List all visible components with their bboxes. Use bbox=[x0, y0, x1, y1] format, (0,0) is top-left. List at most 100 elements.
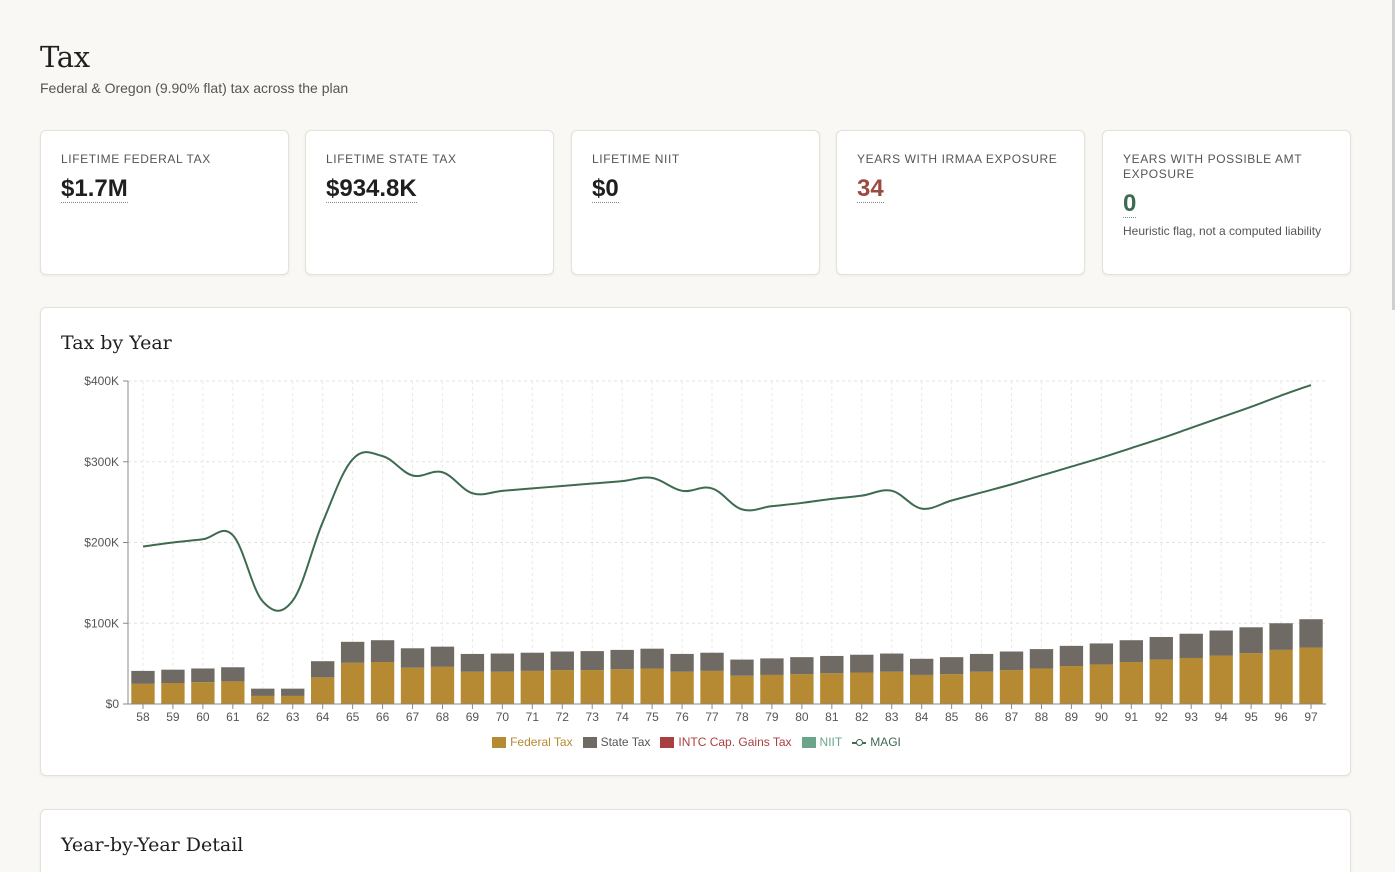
x-tick-label: 87 bbox=[1005, 710, 1019, 724]
x-tick-label: 66 bbox=[376, 710, 390, 724]
kpi-value[interactable]: $934.8K bbox=[326, 175, 417, 203]
bar-state-tax bbox=[550, 651, 574, 671]
bar-federal-tax bbox=[460, 671, 485, 704]
bar-federal-tax bbox=[790, 674, 814, 704]
kpi-value[interactable]: $1.7M bbox=[61, 175, 128, 203]
bar-state-tax bbox=[760, 658, 784, 675]
bar-federal-tax bbox=[580, 670, 604, 704]
x-tick-label: 85 bbox=[945, 710, 959, 724]
bar-state-tax bbox=[1149, 636, 1173, 660]
legend-label: State Tax bbox=[600, 735, 651, 749]
y-tick-label: $0 bbox=[106, 697, 120, 711]
bar-federal-tax bbox=[640, 668, 664, 704]
bar-federal-tax bbox=[1299, 647, 1323, 704]
bar-state-tax bbox=[400, 648, 425, 668]
bar-state-tax bbox=[281, 688, 305, 696]
bar-state-tax bbox=[730, 659, 754, 676]
x-tick-label: 88 bbox=[1035, 710, 1049, 724]
legend-item-state-tax[interactable]: State Tax bbox=[582, 735, 651, 749]
x-tick-label: 70 bbox=[496, 710, 510, 724]
x-tick-label: 83 bbox=[885, 710, 899, 724]
bar-state-tax bbox=[1239, 627, 1263, 654]
bar-federal-tax bbox=[251, 695, 275, 704]
bar-state-tax bbox=[490, 653, 515, 672]
bar-federal-tax bbox=[131, 683, 155, 704]
x-tick-label: 64 bbox=[316, 710, 330, 724]
x-tick-label: 82 bbox=[855, 710, 869, 724]
bar-state-tax bbox=[340, 641, 365, 663]
bar-state-tax bbox=[1029, 649, 1054, 669]
x-tick-label: 94 bbox=[1214, 710, 1228, 724]
bar-federal-tax bbox=[1089, 664, 1114, 704]
bar-federal-tax bbox=[1059, 666, 1084, 704]
kpi-label: YEARS WITH IRMAA EXPOSURE bbox=[857, 152, 1058, 166]
kpi-card-amt-exposure: YEARS WITH POSSIBLE AMT EXPOSURE 0 Heuri… bbox=[1102, 130, 1351, 275]
bar-state-tax bbox=[1089, 643, 1114, 665]
bar-federal-tax bbox=[730, 675, 754, 704]
x-tick-label: 78 bbox=[735, 710, 749, 724]
chart-title: Tax by Year bbox=[61, 332, 172, 354]
bar-federal-tax bbox=[221, 681, 245, 704]
bar-federal-tax bbox=[1239, 653, 1263, 704]
bar-federal-tax bbox=[370, 662, 395, 704]
bar-state-tax bbox=[999, 651, 1024, 671]
scrollbar[interactable] bbox=[1392, 0, 1395, 310]
legend-swatch bbox=[492, 736, 507, 748]
legend-item-magi[interactable]: MAGI bbox=[852, 735, 901, 749]
bar-state-tax bbox=[909, 658, 934, 675]
x-tick-label: 90 bbox=[1095, 710, 1109, 724]
bar-state-tax bbox=[670, 653, 694, 672]
legend-item-federal-tax[interactable]: Federal Tax bbox=[492, 735, 573, 749]
x-tick-label: 76 bbox=[675, 710, 689, 724]
legend-item-intc-cap-gains-tax[interactable]: INTC Cap. Gains Tax bbox=[660, 735, 792, 749]
bar-federal-tax bbox=[1269, 649, 1293, 704]
bar-state-tax bbox=[161, 669, 185, 684]
bar-federal-tax bbox=[1149, 659, 1173, 704]
kpi-value[interactable]: 0 bbox=[1123, 190, 1137, 218]
bar-state-tax bbox=[640, 648, 664, 669]
bar-state-tax bbox=[1059, 645, 1084, 667]
kpi-cards: LIFETIME FEDERAL TAX $1.7M LIFETIME STAT… bbox=[40, 130, 1351, 275]
x-tick-label: 96 bbox=[1274, 710, 1288, 724]
bar-federal-tax bbox=[939, 674, 964, 704]
x-tick-label: 79 bbox=[765, 710, 779, 724]
tax-by-year-card: Tax by Year $0 $100K $200K $300K $400K 58 59 60… bbox=[40, 307, 1351, 776]
x-tick-label: 86 bbox=[975, 710, 989, 724]
bar-state-tax bbox=[1299, 619, 1323, 648]
bar-state-tax bbox=[430, 646, 455, 667]
x-tick-label: 84 bbox=[915, 710, 929, 724]
x-tick-label: 60 bbox=[196, 710, 210, 724]
x-tick-label: 77 bbox=[705, 710, 719, 724]
legend-label: NIIT bbox=[819, 735, 843, 749]
x-tick-label: 67 bbox=[406, 710, 420, 724]
x-tick-label: 95 bbox=[1244, 710, 1258, 724]
legend-label: Federal Tax bbox=[510, 735, 573, 749]
bar-federal-tax bbox=[1179, 657, 1203, 704]
x-tick-label: 61 bbox=[226, 710, 240, 724]
x-tick-label: 97 bbox=[1304, 710, 1318, 724]
x-tick-label: 63 bbox=[286, 710, 300, 724]
bar-federal-tax bbox=[999, 670, 1024, 704]
bar-federal-tax bbox=[760, 674, 784, 704]
kpi-card-lifetime-federal-tax: LIFETIME FEDERAL TAX $1.7M bbox=[40, 130, 289, 275]
page-subtitle: Federal & Oregon (9.90% flat) tax across… bbox=[40, 80, 349, 96]
bar-state-tax bbox=[1119, 640, 1144, 663]
x-tick-label: 91 bbox=[1125, 710, 1139, 724]
y-tick-label: $100K bbox=[84, 616, 119, 630]
kpi-value[interactable]: $0 bbox=[592, 175, 619, 203]
x-tick-label: 59 bbox=[166, 710, 180, 724]
bar-federal-tax bbox=[1119, 662, 1144, 704]
legend-item-niit[interactable]: NIIT bbox=[801, 735, 843, 749]
bar-federal-tax bbox=[880, 671, 904, 704]
detail-title: Year-by-Year Detail bbox=[61, 834, 244, 856]
page-title: Tax bbox=[40, 40, 90, 74]
kpi-card-lifetime-niit: LIFETIME NIIT $0 bbox=[571, 130, 820, 275]
bar-federal-tax bbox=[1029, 668, 1054, 704]
bar-state-tax bbox=[580, 651, 604, 671]
bar-state-tax bbox=[460, 653, 485, 672]
legend-label: INTC Cap. Gains Tax bbox=[678, 735, 792, 749]
x-tick-label: 72 bbox=[556, 710, 570, 724]
kpi-value[interactable]: 34 bbox=[857, 175, 884, 203]
bar-federal-tax bbox=[850, 672, 874, 704]
bar-state-tax bbox=[610, 649, 634, 670]
